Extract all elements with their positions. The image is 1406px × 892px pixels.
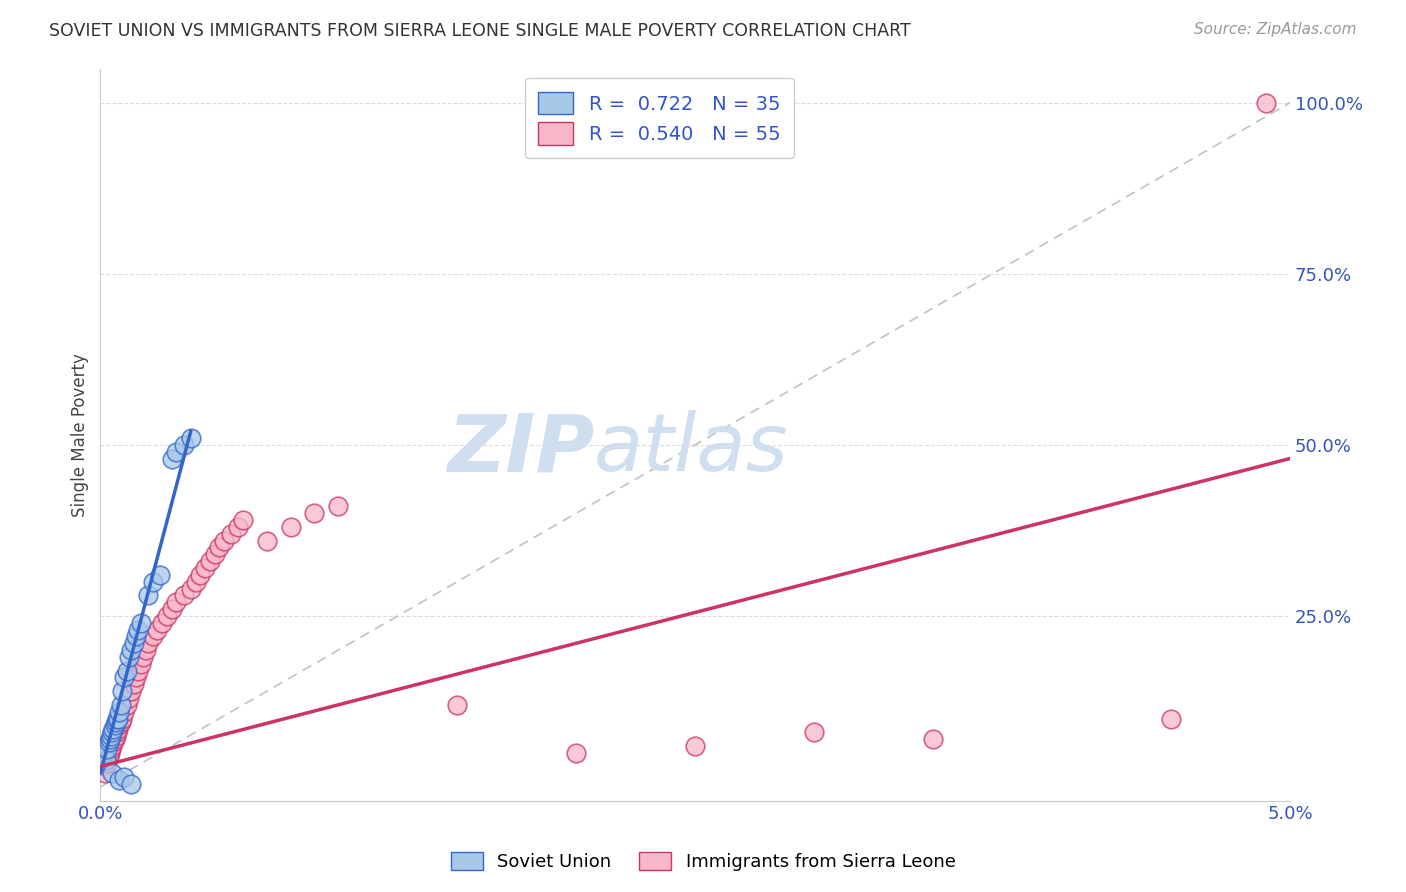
Point [105,712,128,726]
Point [180,431,202,445]
Point [97,735,120,749]
Point [107,712,129,726]
Point [100,729,122,743]
Point [184,574,207,589]
Point [129,615,152,630]
Point [135,643,157,657]
Point [149,567,172,582]
Point [94,739,117,753]
Point [142,629,165,643]
Point [111,684,134,698]
Point [280,520,302,534]
Legend: R =  0.722   N = 35, R =  0.540   N = 55: R = 0.722 N = 35, R = 0.540 N = 55 [524,78,794,158]
Point [122,636,145,650]
Point [111,712,134,726]
Point [803,725,825,739]
Legend: Soviet Union, Immigrants from Sierra Leone: Soviet Union, Immigrants from Sierra Leo… [443,845,963,879]
Point [166,444,188,458]
Point [304,506,326,520]
Point [232,513,254,527]
Point [93,746,115,760]
Point [166,595,188,609]
Point [136,636,159,650]
Point [107,722,129,736]
Point [683,739,706,753]
Point [136,588,159,602]
Point [446,698,468,712]
Point [146,623,169,637]
Point [228,520,250,534]
Point [120,643,142,657]
Text: Source: ZipAtlas.com: Source: ZipAtlas.com [1194,22,1357,37]
Point [129,657,152,671]
Point [91,759,114,773]
Point [108,773,131,788]
Point [188,567,211,582]
Text: atlas: atlas [595,410,789,488]
Point [98,746,121,760]
Point [96,756,118,770]
Point [219,526,242,541]
Point [1160,712,1182,726]
Point [112,670,135,684]
Point [112,705,135,719]
Point [101,725,124,739]
Point [94,766,117,780]
Point [104,718,127,732]
Point [118,649,141,664]
Point [98,732,121,747]
Point [142,574,165,589]
Point [104,732,127,747]
Point [120,776,142,790]
Point [125,629,148,643]
Point [132,649,155,664]
Point [160,602,183,616]
Point [173,588,195,602]
Point [115,698,138,712]
Point [101,739,124,753]
Point [96,753,118,767]
Point [208,541,231,555]
Point [115,664,138,678]
Point [922,732,945,747]
Point [120,684,142,698]
Point [173,438,195,452]
Point [108,718,131,732]
Point [101,766,124,780]
Text: ZIP: ZIP [447,410,595,488]
Point [100,742,122,756]
Point [104,714,127,729]
Point [194,561,217,575]
Point [156,608,179,623]
Point [204,547,226,561]
Point [1256,95,1278,110]
Point [108,705,131,719]
Point [328,500,350,514]
Point [198,554,221,568]
Point [565,746,588,760]
Point [127,664,149,678]
Point [112,770,135,784]
Text: SOVIET UNION VS IMMIGRANTS FROM SIERRA LEONE SINGLE MALE POVERTY CORRELATION CHA: SOVIET UNION VS IMMIGRANTS FROM SIERRA L… [49,22,911,40]
Point [150,615,173,630]
Y-axis label: Single Male Poverty: Single Male Poverty [72,352,89,516]
Point [96,753,118,767]
Point [122,677,145,691]
Point [127,623,149,637]
Point [256,533,278,548]
Point [110,714,132,729]
Point [103,735,125,749]
Point [96,742,118,756]
Point [103,722,125,736]
Point [160,451,183,466]
Point [104,729,127,743]
Point [212,533,235,548]
Point [105,725,128,739]
Point [110,698,132,712]
Point [180,582,202,596]
Point [97,749,120,764]
Point [125,670,148,684]
Point [118,690,141,705]
